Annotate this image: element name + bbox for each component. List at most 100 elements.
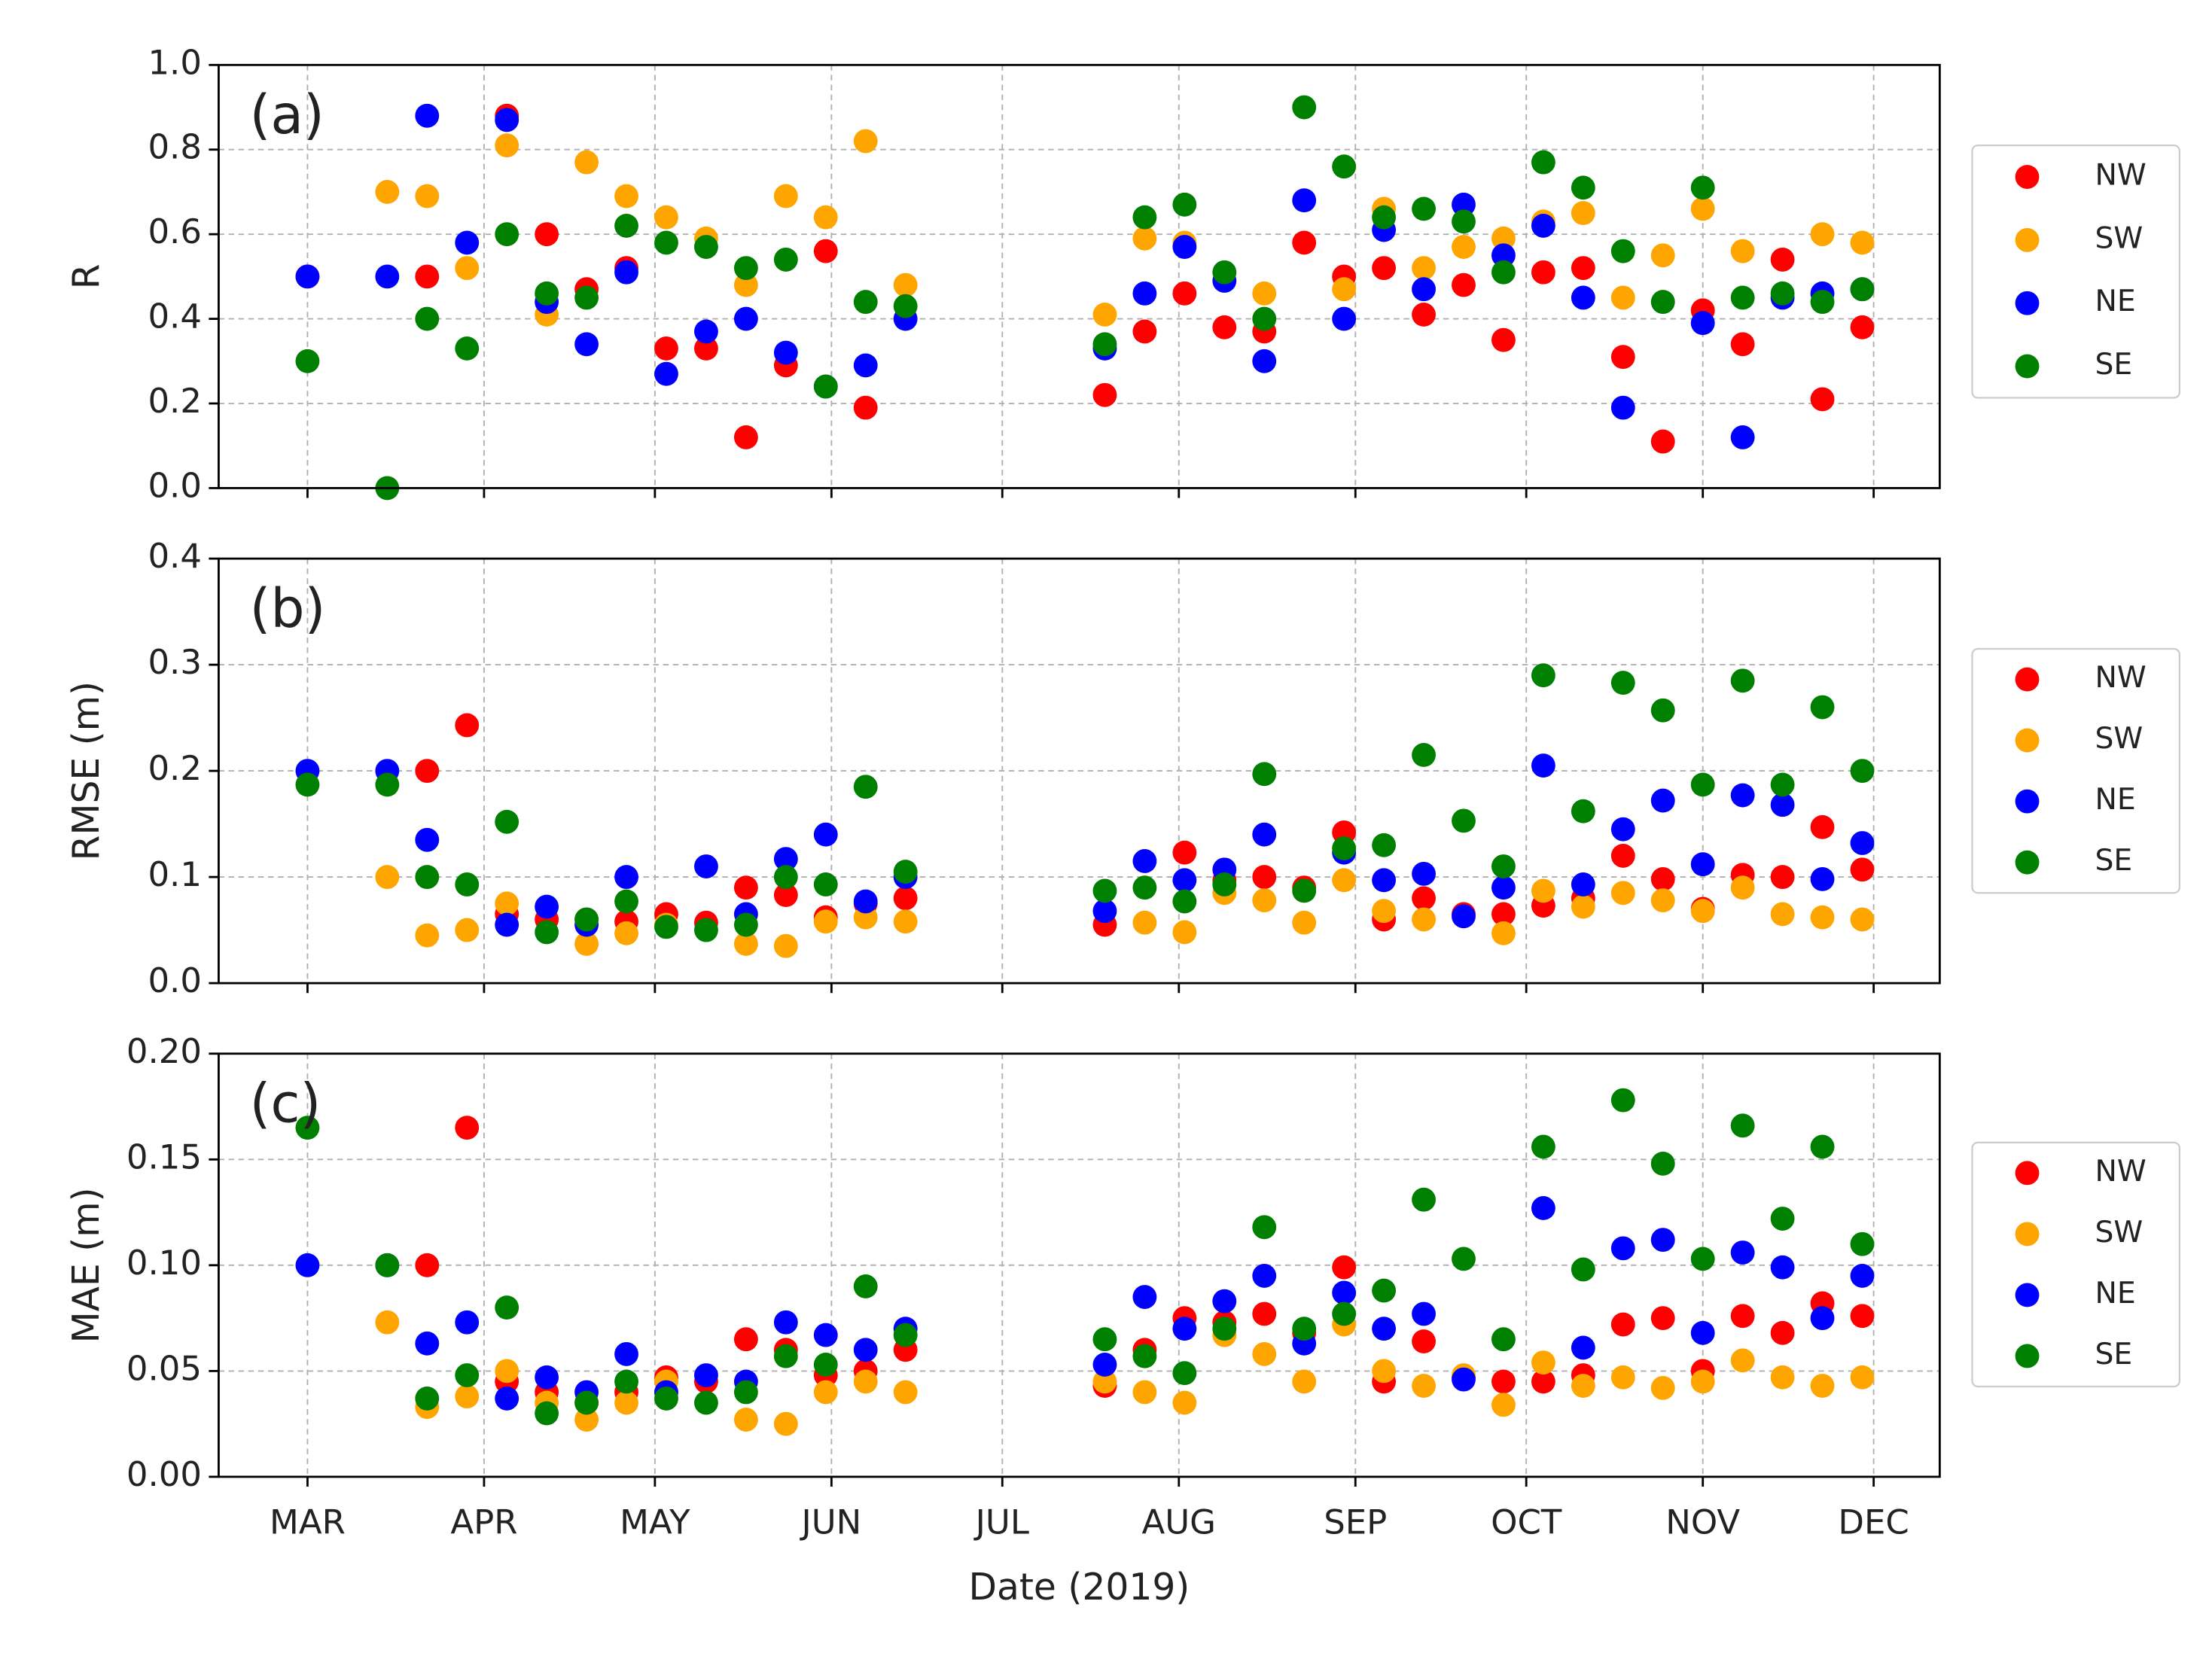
data-point	[773, 1310, 798, 1335]
data-point	[893, 294, 918, 318]
data-point	[1452, 272, 1476, 297]
data-point	[1730, 1348, 1755, 1373]
data-point	[495, 1295, 519, 1320]
data-point	[1650, 243, 1675, 268]
data-point	[1730, 783, 1755, 808]
data-point	[773, 1411, 798, 1436]
y-tick-label: 0.20	[126, 1031, 202, 1071]
data-point	[535, 920, 559, 945]
data-point	[733, 256, 758, 281]
data-point	[1610, 285, 1635, 310]
data-point	[1770, 865, 1795, 890]
data-point	[1571, 285, 1595, 310]
data-point	[614, 1390, 638, 1415]
data-point	[1491, 921, 1516, 945]
data-point	[813, 1323, 838, 1347]
data-point	[375, 1310, 400, 1335]
data-point	[574, 1408, 599, 1432]
y-tick-label: 0.15	[126, 1137, 202, 1177]
data-point	[893, 860, 918, 884]
data-point	[1770, 281, 1795, 306]
data-point	[1412, 277, 1436, 302]
data-point	[853, 889, 878, 914]
data-point	[1332, 1255, 1357, 1280]
data-point	[1292, 188, 1317, 213]
data-point	[1292, 910, 1317, 935]
data-point	[1491, 260, 1516, 285]
data-point	[455, 256, 480, 281]
data-point	[535, 1365, 559, 1390]
data-point	[574, 150, 599, 175]
data-point	[1850, 759, 1875, 784]
data-point	[1212, 872, 1237, 896]
data-point	[1092, 1369, 1117, 1394]
y-tick-label: 0.2	[148, 748, 202, 788]
data-point	[733, 1327, 758, 1352]
data-point	[1850, 907, 1875, 932]
data-point	[415, 865, 440, 890]
data-point	[1412, 1374, 1436, 1398]
data-point	[1610, 239, 1635, 263]
legend-marker	[2015, 1283, 2040, 1307]
data-point	[415, 103, 440, 128]
data-point	[1452, 904, 1476, 929]
data-point	[1132, 875, 1157, 900]
data-point	[1770, 247, 1795, 272]
data-point	[1212, 1289, 1237, 1314]
data-point	[1650, 867, 1675, 891]
data-point	[1730, 332, 1755, 357]
data-point	[1531, 1369, 1555, 1394]
data-point	[1372, 899, 1397, 924]
data-point	[853, 353, 878, 378]
legend-label: NW	[2095, 158, 2146, 193]
y-tick-label: 0.00	[126, 1454, 202, 1494]
data-point	[1212, 315, 1237, 339]
data-point	[853, 775, 878, 799]
data-point	[415, 923, 440, 948]
data-point	[654, 915, 678, 939]
data-point	[495, 108, 519, 132]
data-point	[1850, 1304, 1875, 1329]
data-point	[415, 1253, 440, 1277]
y-tick-label: 1.0	[148, 42, 202, 82]
data-point	[853, 1274, 878, 1298]
data-point	[1092, 332, 1117, 357]
data-point	[1690, 196, 1715, 221]
data-point	[614, 1369, 638, 1394]
data-point	[694, 235, 718, 259]
data-point	[1491, 1327, 1516, 1352]
data-point	[415, 1386, 440, 1411]
data-point	[535, 1401, 559, 1426]
data-point	[773, 247, 798, 272]
data-point	[733, 932, 758, 956]
legend-marker	[2015, 165, 2040, 189]
data-point	[1412, 886, 1436, 911]
data-point	[1452, 192, 1476, 217]
data-point	[375, 1253, 400, 1277]
data-point	[813, 909, 838, 934]
data-point	[295, 1116, 320, 1140]
data-point	[1412, 861, 1436, 886]
data-point	[1810, 222, 1835, 247]
data-point	[1092, 303, 1117, 327]
data-point	[1850, 1263, 1875, 1288]
data-point	[1650, 290, 1675, 315]
data-point	[614, 213, 638, 238]
data-point	[1650, 1375, 1675, 1400]
data-point	[1610, 345, 1635, 370]
data-point	[455, 1363, 480, 1387]
data-point	[1212, 260, 1237, 285]
data-point	[1452, 1367, 1476, 1392]
data-point	[1172, 868, 1197, 893]
data-point	[1571, 872, 1595, 896]
legend-marker	[2015, 291, 2040, 315]
data-point	[415, 1331, 440, 1356]
legend-box	[1971, 1141, 2181, 1388]
data-point	[1730, 1240, 1755, 1265]
x-tick-label: OCT	[1491, 1502, 1562, 1542]
data-point	[1372, 205, 1397, 230]
data-point	[1610, 1312, 1635, 1337]
data-point	[654, 336, 678, 361]
data-point	[1332, 1280, 1357, 1305]
plot-frame	[218, 1052, 1941, 1478]
